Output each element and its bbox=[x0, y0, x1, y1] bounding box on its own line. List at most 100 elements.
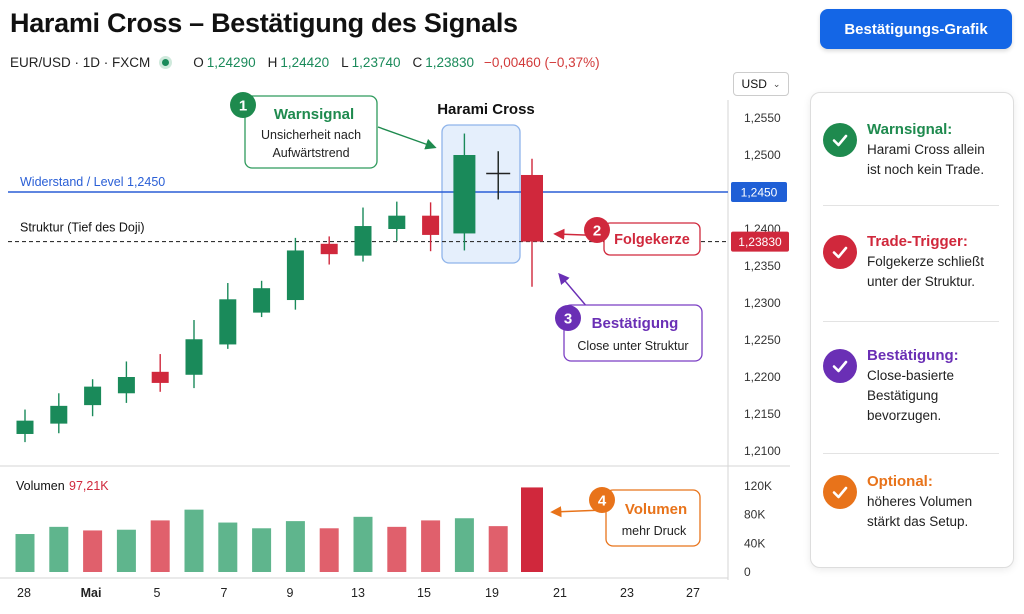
panel-item-text: Close-basierte bbox=[867, 368, 955, 383]
volume-bar bbox=[319, 528, 339, 572]
best-title: Bestätigung bbox=[592, 315, 679, 332]
folge-number: 2 bbox=[593, 223, 601, 240]
panel-item-text: ist noch kein Trade. bbox=[867, 162, 985, 177]
warn-text: Aufwärtstrend bbox=[272, 146, 349, 160]
panel-item-text: bevorzugen. bbox=[867, 408, 942, 423]
confirmation-chart-button[interactable]: Bestätigungs-Grafik bbox=[820, 9, 1012, 49]
structure-badge bbox=[731, 231, 789, 252]
panel-item-warnsignal: Warnsignal: Harami Cross allein ist noch… bbox=[823, 121, 1003, 180]
volume-bar bbox=[150, 520, 170, 572]
volume-y-tick-label: 0 bbox=[744, 565, 751, 579]
y-tick-label: 1,2550 bbox=[744, 111, 781, 125]
open-value: 1,24290 bbox=[206, 55, 256, 70]
y-tick-label: 1,2350 bbox=[744, 259, 781, 273]
warn-callout-box bbox=[244, 95, 378, 169]
panel-item-text: höheres Volumen bbox=[867, 494, 973, 509]
candle-body bbox=[388, 215, 406, 229]
candle-body bbox=[354, 226, 372, 256]
check-icon bbox=[823, 475, 857, 509]
panel-item-text: unter der Struktur. bbox=[867, 274, 976, 289]
volume-bar bbox=[421, 520, 441, 572]
high-value: 1,24420 bbox=[280, 55, 330, 70]
y-tick-label: 1,2250 bbox=[744, 333, 781, 347]
x-tick-label: 15 bbox=[417, 586, 431, 600]
panel-item-text: Bestätigung bbox=[867, 388, 939, 403]
check-icon bbox=[823, 349, 857, 383]
candle-body bbox=[117, 377, 135, 394]
x-tick-label: 13 bbox=[351, 586, 365, 600]
x-tick-label: 7 bbox=[221, 586, 228, 600]
candle-body bbox=[521, 174, 543, 242]
symbol-label: EUR/USD · 1D · FXCM bbox=[10, 55, 151, 70]
panel-item-text: Harami Cross allein bbox=[867, 142, 985, 157]
vol-title: Volumen bbox=[625, 501, 687, 518]
volume-bar bbox=[252, 528, 272, 572]
x-tick-label: Mai bbox=[81, 586, 102, 600]
folge-number-badge bbox=[584, 217, 610, 243]
candle-body bbox=[151, 371, 169, 383]
x-tick-label: 21 bbox=[553, 586, 567, 600]
live-status-icon bbox=[162, 59, 170, 67]
open-label: O bbox=[193, 55, 204, 70]
resistance-label: Widerstand / Level 1,2450 bbox=[20, 175, 165, 189]
close-value: 1,23830 bbox=[425, 55, 475, 70]
x-tick-label: 28 bbox=[17, 586, 31, 600]
volume-y-tick-label: 120K bbox=[744, 479, 772, 493]
volume-title: Volumen bbox=[16, 479, 65, 493]
resistance-badge bbox=[731, 182, 787, 202]
volume-bar bbox=[521, 487, 543, 572]
check-icon bbox=[823, 123, 857, 157]
currency-select[interactable]: USD ⌄ bbox=[733, 72, 789, 96]
volume-bar bbox=[285, 521, 305, 572]
chevron-down-icon: ⌄ bbox=[772, 78, 781, 89]
panel-item-title: Trade-Trigger: bbox=[867, 233, 968, 250]
panel-item-title: Warnsignal: bbox=[867, 121, 953, 138]
info-panel: Warnsignal: Harami Cross allein ist noch… bbox=[810, 92, 1014, 568]
candle-body bbox=[50, 405, 68, 424]
candle-body bbox=[422, 215, 440, 235]
symbol-info-bar: EUR/USD · 1D · FXCM O 1,24290 H 1,24420 L 1,23… bbox=[10, 55, 600, 70]
change-value: −0,00460 (−0,37%) bbox=[484, 55, 600, 70]
y-tick-label: 1,2500 bbox=[744, 148, 781, 162]
panel-item-title: Bestätigung: bbox=[867, 347, 959, 364]
x-tick-label: 19 bbox=[485, 586, 499, 600]
candle-body bbox=[286, 250, 304, 301]
divider bbox=[823, 321, 999, 322]
volume-last-value: 97,21K bbox=[69, 479, 109, 493]
volume-y-tick-label: 80K bbox=[744, 508, 765, 522]
x-tick-label: 9 bbox=[287, 586, 294, 600]
harami-label: Harami Cross bbox=[437, 101, 535, 118]
best-text: Close unter Struktur bbox=[577, 339, 688, 353]
best-number: 3 bbox=[564, 311, 572, 328]
volume-bar bbox=[387, 526, 407, 572]
resistance-badge-label: 1,2450 bbox=[741, 186, 778, 200]
panel-item-title: Optional: bbox=[867, 473, 933, 490]
y-tick-label: 1,2150 bbox=[744, 407, 781, 421]
structure-badge-label: 1,23830 bbox=[738, 235, 782, 249]
candle-body bbox=[84, 386, 102, 406]
panel-item-bestaetigung: Bestätigung: Close-basierte Bestätigung … bbox=[823, 347, 1003, 426]
candle-body bbox=[16, 420, 34, 434]
low-value: 1,23740 bbox=[351, 55, 401, 70]
x-tick-label: 27 bbox=[686, 586, 700, 600]
warn-number-badge bbox=[230, 92, 256, 118]
candle-body bbox=[253, 288, 271, 313]
volume-bar bbox=[83, 530, 103, 572]
warn-arrow bbox=[377, 126, 437, 150]
volume-bar bbox=[488, 526, 508, 572]
divider bbox=[823, 205, 999, 206]
warn-number: 1 bbox=[239, 98, 247, 115]
volume-bar bbox=[116, 529, 136, 572]
candle-body bbox=[219, 299, 237, 345]
close-label: C bbox=[412, 55, 423, 70]
check-icon bbox=[823, 235, 857, 269]
candle-body bbox=[320, 243, 338, 255]
best-callout-box bbox=[563, 304, 703, 362]
warn-text: Unsicherheit nach bbox=[261, 128, 361, 142]
volume-bar bbox=[49, 526, 69, 572]
candle-body bbox=[453, 155, 476, 234]
warn-title: Warnsignal bbox=[274, 106, 354, 123]
panel-item-optional: Optional: höheres Volumen stärkt das Set… bbox=[823, 473, 1003, 532]
volume-bar bbox=[184, 509, 204, 572]
